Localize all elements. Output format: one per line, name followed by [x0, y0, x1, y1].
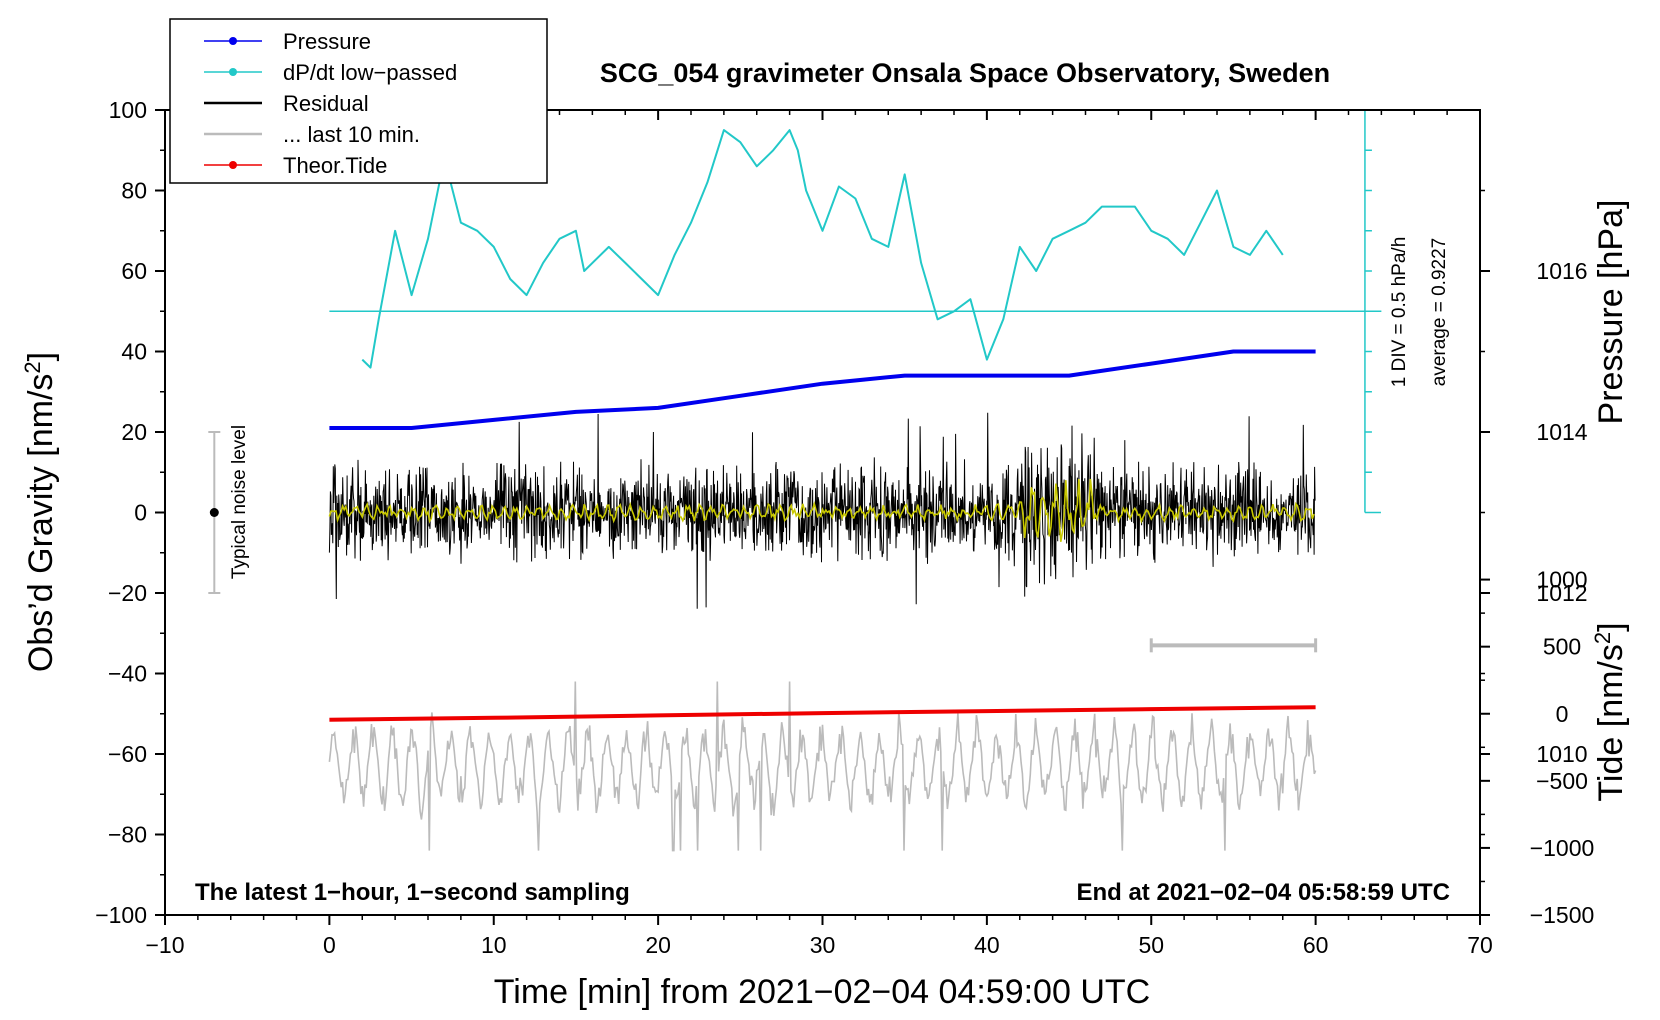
y-tick-label: −40: [108, 661, 147, 687]
legend-label: Pressure: [283, 29, 371, 54]
x-tick-label: 30: [810, 932, 836, 958]
legend-label: Theor.Tide: [283, 153, 387, 178]
x-tick-label: 60: [1303, 932, 1329, 958]
y-tick-label: 80: [121, 178, 147, 204]
legend-swatch-marker: [229, 161, 237, 169]
scale-average-label: average = 0.9227: [1429, 238, 1450, 386]
series-layer: [208, 109, 1382, 852]
dpdt-lowpassed-trace: [361, 129, 1284, 369]
residual-trace: [328, 412, 1316, 609]
tide-tick-label: 0: [1556, 701, 1569, 727]
y-tick-label: 20: [121, 419, 147, 445]
pressure-tick-label: 1012: [1536, 580, 1587, 606]
pressure-tick-label: 1016: [1536, 258, 1587, 284]
y-tick-label: 60: [121, 258, 147, 284]
y-axis-tide-label-sup: 2: [1590, 632, 1615, 644]
tide-tick-label: −1000: [1530, 835, 1595, 861]
tide-tick-label: 500: [1543, 634, 1581, 660]
residual-lowpassed-trace: [328, 478, 1315, 542]
legend-swatch-marker: [229, 37, 237, 45]
y-axis-left-label: Obs’d Gravity [nm/s2]: [20, 352, 60, 672]
legend-label: Residual: [283, 91, 369, 116]
tide-tick-label: −500: [1536, 768, 1588, 794]
legend-box: [169, 18, 548, 184]
pressure-trace: [329, 349, 1316, 430]
y-tick-label: 100: [109, 97, 147, 123]
chart-title: SCG_054 gravimeter Onsala Space Observat…: [600, 58, 1330, 88]
y-tick-label: −100: [95, 902, 147, 928]
noise-level-label: Typical noise level: [229, 425, 250, 579]
y-axis-tide-label-end: ]: [1592, 622, 1630, 631]
scale-div-label: 1 DIV = 0.5 hPa/h: [1389, 237, 1410, 388]
y-axis-left-label-sup: 2: [20, 361, 45, 373]
legend: Pressure dP/dt low−passed Residual ... last…: [169, 18, 548, 184]
tide-tick-label: 1000: [1536, 567, 1587, 593]
y-tick-label: −60: [108, 741, 147, 767]
x-tick-label: 10: [481, 932, 507, 958]
x-tick-label: −10: [145, 932, 184, 958]
y-axis-pressure-label: Pressure [hPa]: [1592, 200, 1630, 425]
note-end-time: End at 2021−02−04 05:58:59 UTC: [1076, 879, 1450, 906]
tide-tick-label: −1500: [1530, 902, 1595, 928]
x-tick-label: 40: [974, 932, 1000, 958]
x-tick-label: 50: [1138, 932, 1164, 958]
x-tick-label: 20: [645, 932, 671, 958]
x-tick-label: 70: [1467, 932, 1493, 958]
y-axis-left-label-main: Obs’d Gravity [nm/s: [22, 374, 60, 673]
legend-entries: Pressure dP/dt low−passed Residual ... last…: [204, 29, 457, 178]
tide-trace: [329, 705, 1316, 722]
y-tick-label: −80: [108, 822, 147, 848]
x-axis-label: Time [min] from 2021−02−04 04:59:00 UTC: [494, 973, 1150, 1011]
y-tick-label: 0: [134, 500, 147, 526]
x-tick-label: 0: [323, 932, 336, 958]
noise-bar-center-dot: [209, 508, 219, 517]
y-tick-label: −20: [108, 580, 147, 606]
ticks-layer: −10 0 10 20 30 40 50 60 70−100−80−60−40−20020406…: [95, 97, 1594, 958]
legend-swatch-marker: [229, 68, 237, 76]
pressure-tick-label: 1010: [1536, 741, 1587, 767]
y-axis-tide-label-main: Tide [nm/s: [1592, 644, 1630, 801]
note-latest-hour: The latest 1−hour, 1−second sampling: [195, 879, 630, 906]
legend-label: dP/dt low−passed: [283, 60, 457, 85]
y-axis-tide-label: Tide [nm/s2]: [1590, 622, 1630, 801]
pressure-tick-label: 1014: [1536, 419, 1587, 445]
y-axis-left-label-end: ]: [22, 352, 60, 361]
last-10-min-trace: [328, 681, 1317, 852]
legend-label: ... last 10 min.: [283, 122, 420, 147]
y-tick-label: 40: [121, 339, 147, 365]
